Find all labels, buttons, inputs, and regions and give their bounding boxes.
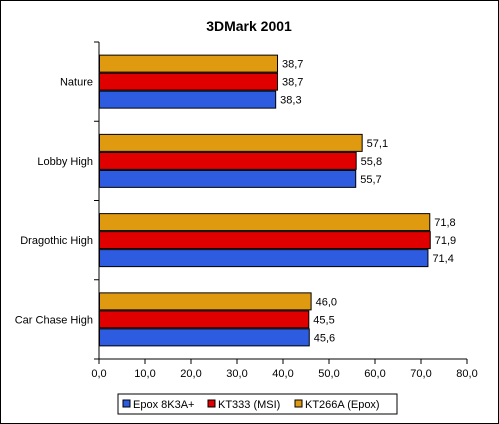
data-label: 46,0 [316,296,337,308]
x-tick-label: 40,0 [272,368,293,380]
bar [99,90,277,109]
bar [99,54,279,73]
x-tick-label: 80,0 [456,368,477,380]
legend-swatch [207,399,216,408]
legend-box [117,393,398,415]
x-tick-label: 0,0 [91,368,106,380]
data-label: 45,5 [313,314,334,326]
legend-swatch [122,399,131,408]
x-tick-label: 50,0 [318,368,339,380]
legend-label: Epox 8K3A+ [133,399,194,411]
data-label: 71,4 [432,253,453,265]
data-label: 55,8 [361,156,382,168]
bar [99,310,310,329]
category-label: Dragothic High [20,235,93,247]
x-tick-label: 30,0 [226,368,247,380]
legend: Epox 8K3A+ KT333 (MSI) KT266A (Epox) [117,393,398,415]
bar [99,72,279,91]
category-label: Lobby High [37,156,93,168]
bar [99,249,429,268]
bar [99,151,357,170]
data-label: 38,3 [280,95,301,107]
category-label: Nature [60,77,93,89]
data-label: 71,9 [435,235,456,247]
x-tick-label: 20,0 [180,368,201,380]
plot-area: 0,0 10,0 20,0 30,0 40,0 50,0 60,0 70,0 80,0 Natur… [15,41,478,380]
data-label: 57,1 [367,138,388,150]
x-tick-label: 60,0 [364,368,385,380]
data-label: 38,7 [282,59,303,71]
data-label: 55,7 [360,174,381,186]
bar [99,328,310,347]
x-tick-label: 10,0 [134,368,155,380]
data-label: 45,6 [314,332,335,344]
data-label: 38,7 [282,77,303,89]
bar [99,213,431,232]
legend-swatch [294,399,303,408]
x-tick-label: 70,0 [410,368,431,380]
legend-label: KT266A (Epox) [305,399,380,411]
data-label: 71,8 [434,217,455,229]
chart-title: 3DMark 2001 [206,18,292,34]
bar [99,292,312,311]
bar [99,133,363,152]
bar [99,169,357,188]
bar [99,231,431,250]
category-label: Car Chase High [15,314,93,326]
legend-label: KT333 (MSI) [218,399,280,411]
